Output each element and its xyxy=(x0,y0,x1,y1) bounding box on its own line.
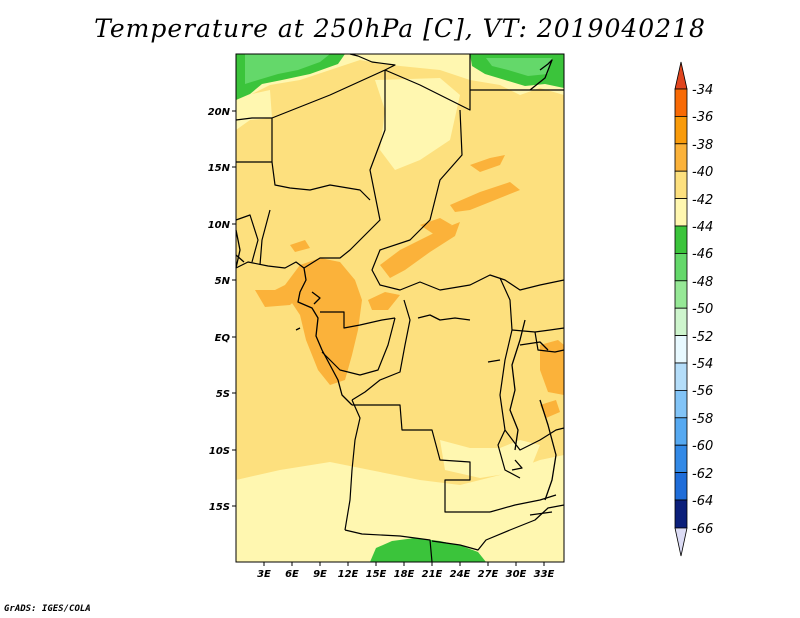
colorbar-label: -66 xyxy=(692,522,713,537)
lat-tick-label: 15S xyxy=(209,502,230,513)
lon-tick-label: 18E xyxy=(394,569,415,580)
map-frame xyxy=(235,53,565,563)
colorbar-swatch xyxy=(674,417,688,446)
lon-tick-label: 6E xyxy=(285,569,299,580)
colorbar xyxy=(674,61,688,557)
colorbar-label: -34 xyxy=(692,83,713,98)
lat-axis: 20N 15N 10N 5N EQ 5S 10S 15S xyxy=(208,107,236,513)
lat-tick-label: 5S xyxy=(216,389,230,400)
colorbar-label: -44 xyxy=(692,220,713,235)
coastline xyxy=(235,59,557,516)
lon-tick-label: 15E xyxy=(366,569,387,580)
colorbar-label: -54 xyxy=(692,357,713,372)
colorbar-swatch xyxy=(674,198,688,227)
lon-tick-label: 33E xyxy=(534,569,555,580)
colorbar-top-arrow xyxy=(674,61,688,90)
map-panel xyxy=(235,53,565,563)
lat-tick-label: EQ xyxy=(215,333,231,344)
colorbar-label: -36 xyxy=(692,110,713,125)
country-borders xyxy=(235,53,565,563)
colorbar-label: -60 xyxy=(692,439,713,454)
colorbar-label: -56 xyxy=(692,384,713,399)
lon-tick-label: 3E xyxy=(257,569,271,580)
colorbar-swatch xyxy=(674,362,688,391)
colorbar-swatch xyxy=(674,116,688,145)
colorbar-label: -48 xyxy=(692,275,713,290)
lon-tick-label: 21E xyxy=(422,569,443,580)
field-green-46 xyxy=(245,54,552,84)
lat-tick-label: 10S xyxy=(209,446,230,457)
lat-tick-label: 5N xyxy=(215,276,231,287)
colorbar-label: -62 xyxy=(692,467,713,482)
colorbar-bottom-arrow xyxy=(674,527,688,557)
map-title: Temperature at 250hPa [C], VT: 201904021… xyxy=(94,14,706,43)
lon-tick-label: 24E xyxy=(450,569,471,580)
colorbar-swatch xyxy=(674,444,688,474)
colorbar-swatch xyxy=(674,307,688,337)
colorbar-swatch xyxy=(674,472,688,501)
lon-tick-label: 30E xyxy=(506,569,527,580)
colorbar-swatch xyxy=(674,170,688,199)
colorbar-swatch xyxy=(674,280,688,309)
colorbar-swatch xyxy=(674,225,688,254)
colorbar-label: -58 xyxy=(692,412,713,427)
colorbar-labels: -34 -36 -38 -40 -42 -44 -46 -48 -50 -52 … xyxy=(692,83,713,537)
colorbar-swatch xyxy=(674,335,688,364)
colorbar-label: -52 xyxy=(692,330,713,345)
lat-tick-label: 20N xyxy=(208,107,231,118)
colorbar-label: -46 xyxy=(692,247,713,262)
colorbar-label: -50 xyxy=(692,302,713,317)
lon-tick-label: 9E xyxy=(313,569,327,580)
colorbar-swatch xyxy=(674,252,688,282)
grads-credit: GrADS: IGES/COLA xyxy=(4,604,91,614)
lat-tick-label: 10N xyxy=(208,220,231,231)
colorbar-swatch xyxy=(674,88,688,117)
colorbar-swatch xyxy=(674,389,688,419)
lon-axis: 3E 6E 9E 12E 15E 18E 21E 24E 27E 30E 33E xyxy=(257,562,555,580)
colorbar-swatch xyxy=(674,143,688,172)
colorbar-label: -42 xyxy=(692,193,713,208)
colorbar-swatch xyxy=(674,499,688,529)
lon-tick-label: 27E xyxy=(478,569,499,580)
lat-tick-label: 15N xyxy=(208,163,231,174)
colorbar-label: -64 xyxy=(692,494,713,509)
colorbar-label: -38 xyxy=(692,138,713,153)
lon-tick-label: 12E xyxy=(338,569,359,580)
colorbar-label: -40 xyxy=(692,165,713,180)
